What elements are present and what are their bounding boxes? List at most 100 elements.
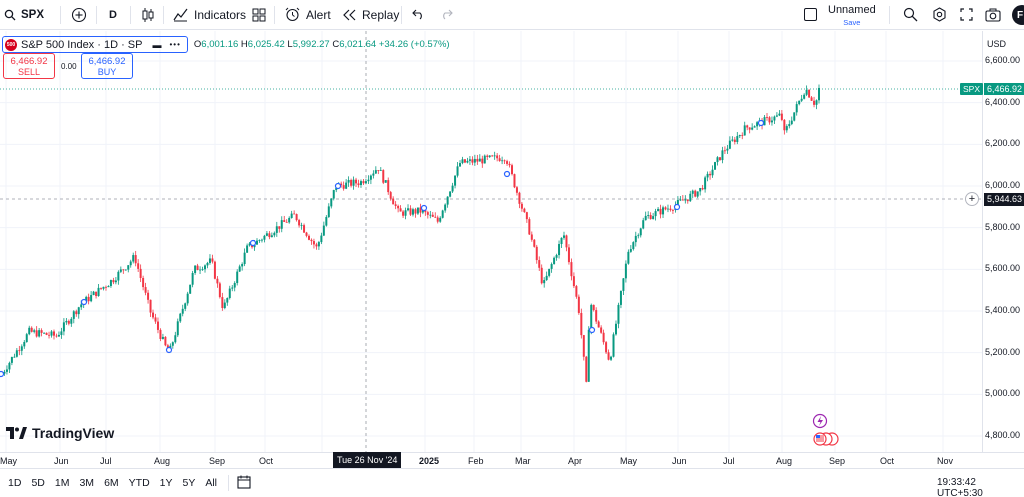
last-symbol-tag: SPX [960,83,984,95]
add-alert-plus-icon[interactable]: + [965,192,979,206]
dividend-marker[interactable] [757,119,765,127]
symbol-legend-box[interactable]: 500 S&P 500 Index · 1D · SP ▬ ••• [2,36,188,53]
dividend-marker[interactable] [420,204,428,212]
candle-body [468,159,471,161]
candle-body [176,321,179,336]
dividend-marker[interactable] [673,203,681,211]
time-tick-label: 2025 [419,456,440,466]
range-button-5d[interactable]: 5D [31,477,45,489]
redo-button[interactable] [440,0,453,30]
dividend-marker[interactable] [249,239,257,247]
range-button-1y[interactable]: 1Y [159,477,173,489]
candle-body [414,209,417,214]
goto-date-button[interactable] [237,475,251,492]
user-avatar[interactable]: F [1012,5,1024,25]
candle-body [545,275,548,281]
tradingview-watermark[interactable]: TradingView [6,425,114,441]
candle-body [50,331,53,336]
time-tick-label: Sep [829,456,846,466]
layouts-button[interactable] [252,0,266,30]
candle-body [805,89,808,95]
range-button-6m[interactable]: 6M [104,477,119,489]
chart-grid [0,31,982,452]
rewind-icon [343,9,356,20]
candle-body [124,269,127,271]
time-tick-label: May [620,456,638,466]
candle-body [553,257,556,265]
candle-body [62,322,65,332]
candle-body [191,273,194,285]
range-button-1m[interactable]: 1M [54,477,70,489]
dividend-marker[interactable] [0,370,5,378]
clock[interactable]: 19:33:42 UTC+5:30 [937,477,983,497]
dividend-marker[interactable] [503,170,511,178]
indicators-label: Indicators [194,7,247,22]
candle-body [466,160,469,163]
chart-legend: 500 S&P 500 Index · 1D · SP ▬ ••• O6,001… [2,36,450,53]
dividend-marker[interactable] [80,298,88,306]
compare-button[interactable] [71,0,87,30]
low-value: 5,992.27 [292,39,330,50]
indicators-button[interactable]: Indicators [173,0,246,30]
candle-body [709,173,712,176]
legend-hide-icon[interactable]: ▬ [152,39,161,50]
crosshair-date-tag: Tue 26 Nov '24 [333,452,402,468]
candle-body [263,235,266,240]
snapshot-button[interactable] [985,0,1001,30]
range-button-3m[interactable]: 3M [79,477,95,489]
replay-button[interactable]: Replay [343,0,399,30]
currency-label[interactable]: USD [987,39,1007,49]
fullscreen-button[interactable] [960,0,973,30]
symbol-search-button[interactable]: SPX [4,0,44,30]
candle-body [283,220,286,222]
layout-name-block[interactable]: Unnamed Save [828,5,876,28]
candle-body [679,199,682,201]
range-button-5y[interactable]: 5Y [182,477,196,489]
candle-body [280,220,283,229]
candle-body [446,196,449,205]
candle-body [815,100,818,105]
layout-menu-button[interactable] [804,0,817,30]
candle-body [778,113,781,116]
candle-body [657,208,660,212]
range-button-ytd[interactable]: YTD [128,477,150,489]
range-button-1d[interactable]: 1D [8,477,22,489]
save-link[interactable]: Save [843,18,861,27]
settings-button[interactable] [932,0,947,30]
quick-search-button[interactable] [903,0,918,30]
candle-body [201,269,204,271]
candle-body [728,140,731,149]
candle-body [164,336,167,346]
candle-body [369,175,372,180]
more-dots-icon[interactable]: ••• [169,40,181,49]
sell-button[interactable]: 6,466.92 SELL [3,53,55,79]
candle-body [555,255,558,258]
dividend-marker[interactable] [588,326,596,334]
candle-body [788,124,791,127]
candle-body [45,332,48,335]
candle-body [486,155,489,157]
range-button-all[interactable]: All [205,477,218,489]
tradingview-logo-icon [6,426,27,439]
chart-type-button[interactable] [141,0,155,30]
candle-body [109,280,112,287]
dividend-marker[interactable] [334,182,342,190]
candle-body [424,210,427,213]
candle-body [204,265,207,270]
candle-body [389,192,392,199]
candle-body [253,244,256,248]
candle-body [52,331,55,336]
candle-body [394,204,397,206]
interval-button[interactable]: D [109,8,117,21]
candle-body [347,179,350,183]
dividend-marker[interactable] [165,346,173,354]
candle-body [397,205,400,209]
alert-button[interactable]: Alert [285,0,331,30]
price-chart[interactable] [0,31,1024,468]
undo-button[interactable] [412,0,425,30]
candle-body [478,158,481,162]
buy-button[interactable]: 6,466.92 BUY [81,53,133,79]
time-tick-label: Sep [209,456,226,466]
candle-body [134,255,137,264]
candle-body [399,208,402,212]
